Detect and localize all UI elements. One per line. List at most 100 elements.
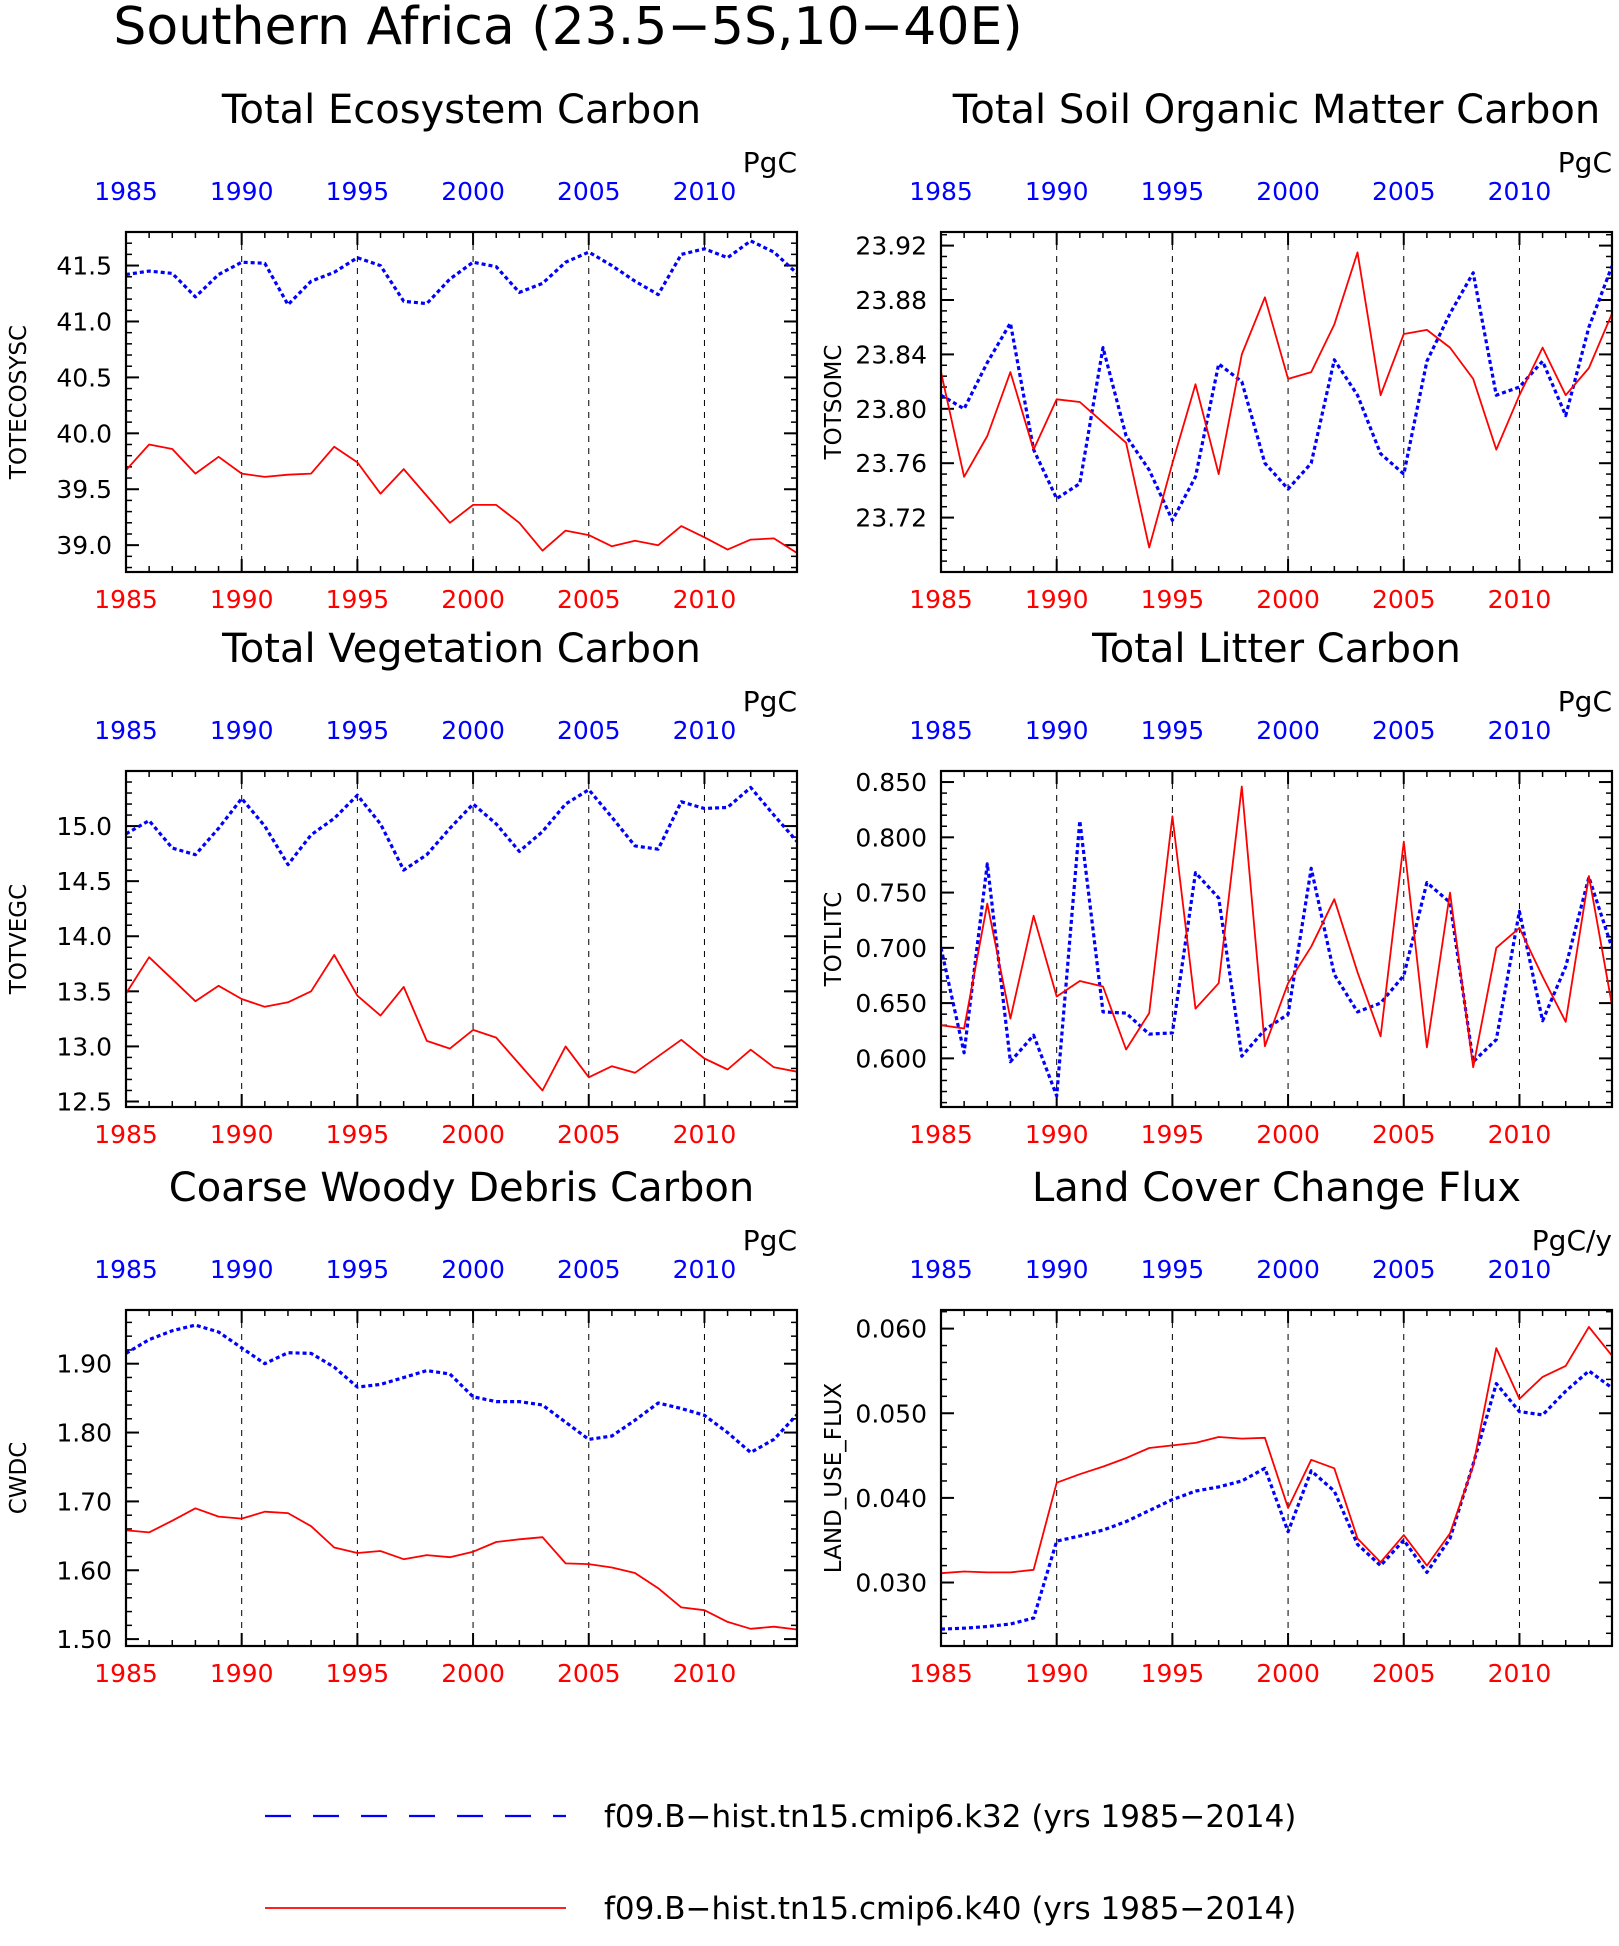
panel-3: Total Vegetation Carbon PgC TOTVEGC 1985 198…: [6, 626, 799, 1149]
units-label: PgC: [1558, 146, 1612, 179]
y-tick-label: 0.040: [855, 1484, 927, 1513]
x-tick-label-top: 2000: [1256, 1255, 1320, 1284]
x-tick-label-bottom: 1995: [326, 585, 390, 614]
series-line-k32: [941, 819, 1612, 1098]
x-tick-label-bottom: 2000: [441, 1120, 505, 1149]
y-tick-label: 14.0: [56, 922, 112, 951]
panel-title: Total Soil Organic Matter Carbon: [952, 87, 1601, 133]
panel-title: Coarse Woody Debris Carbon: [169, 1165, 754, 1211]
legend-label: f09.B−hist.tn15.cmip6.k40 (yrs 1985−2014…: [604, 1891, 1296, 1927]
x-tick-label-top: 2010: [1488, 1255, 1552, 1284]
y-tick-label: 1.70: [56, 1487, 112, 1516]
x-tick-label-top: 2000: [441, 1255, 505, 1284]
x-tick-label-bottom: 2010: [673, 585, 737, 614]
y-axis-label: TOTVEGC: [6, 884, 32, 995]
x-tick-label-bottom: 2000: [1256, 1120, 1320, 1149]
y-axis-label: TOTECOSYSC: [6, 325, 32, 480]
x-tick-label-top: 1985: [94, 1255, 158, 1284]
series-line-k32: [941, 1369, 1612, 1631]
x-tick-label-bottom: 1990: [210, 1659, 274, 1688]
panel-title: Total Litter Carbon: [1091, 626, 1461, 672]
x-tick-label-top: 1995: [1141, 177, 1205, 206]
x-tick-label-top: 1990: [210, 1255, 274, 1284]
x-tick-label-top: 1990: [210, 177, 274, 206]
x-tick-label-bottom: 1985: [909, 1120, 973, 1149]
legend-label: f09.B−hist.tn15.cmip6.k32 (yrs 1985−2014…: [604, 1799, 1296, 1835]
y-tick-label: 39.0: [56, 531, 112, 560]
panel-6: Land Cover Change Flux PgC/y LAND_USE_FLUX…: [821, 1165, 1614, 1688]
y-tick-label: 1.60: [56, 1556, 112, 1585]
y-tick-label: 0.850: [855, 768, 927, 797]
series-line-k40: [941, 1326, 1612, 1575]
y-tick-label: 23.80: [855, 395, 927, 424]
series-line-k32: [126, 239, 797, 307]
units-label: PgC: [1558, 685, 1612, 718]
x-tick-label-top: 1995: [326, 177, 390, 206]
x-tick-label-bottom: 1990: [1025, 585, 1089, 614]
x-tick-label-bottom: 1995: [326, 1120, 390, 1149]
x-tick-label-bottom: 2005: [557, 1659, 621, 1688]
y-tick-label: 41.5: [56, 252, 112, 281]
y-tick-label: 0.650: [855, 989, 927, 1018]
x-tick-label-top: 2005: [557, 716, 621, 745]
x-tick-label-top: 2010: [673, 716, 737, 745]
x-tick-label-bottom: 2000: [1256, 1659, 1320, 1688]
x-tick-label-bottom: 2005: [557, 1120, 621, 1149]
x-tick-label-top: 1985: [94, 177, 158, 206]
x-tick-label-bottom: 2000: [441, 1659, 505, 1688]
y-tick-label: 40.0: [56, 419, 112, 448]
x-tick-label-top: 2010: [673, 1255, 737, 1284]
y-tick-label: 23.76: [855, 449, 927, 478]
plot-frame: [124, 230, 799, 574]
panel-title: Land Cover Change Flux: [1032, 1165, 1521, 1211]
series-line-k40: [941, 785, 1612, 1069]
x-tick-label-top: 1990: [210, 716, 274, 745]
x-tick-label-bottom: 2010: [1488, 1120, 1552, 1149]
x-tick-label-top: 1995: [326, 1255, 390, 1284]
x-tick-label-bottom: 1985: [94, 1120, 158, 1149]
x-tick-label-bottom: 2010: [1488, 585, 1552, 614]
y-tick-label: 13.5: [56, 977, 112, 1006]
y-tick-label: 15.0: [56, 812, 112, 841]
x-tick-label-bottom: 2010: [673, 1659, 737, 1688]
panels: Total Ecosystem Carbon PgC TOTECOSYSC 1985 1…: [6, 87, 1614, 1688]
x-tick-label-bottom: 1995: [326, 1659, 390, 1688]
x-tick-label-top: 1995: [1141, 1255, 1205, 1284]
series-line-k40: [126, 954, 797, 1092]
x-tick-label-bottom: 1990: [1025, 1120, 1089, 1149]
x-tick-label-bottom: 2005: [1372, 585, 1436, 614]
units-label: PgC/y: [1532, 1224, 1612, 1257]
x-tick-label-top: 1995: [1141, 716, 1205, 745]
plot-frame: [939, 769, 1614, 1109]
y-tick-label: 0.050: [855, 1399, 927, 1428]
y-tick-label: 0.800: [855, 823, 927, 852]
panel-title: Total Ecosystem Carbon: [221, 87, 701, 133]
x-tick-label-top: 2000: [441, 177, 505, 206]
x-tick-label-bottom: 1990: [210, 1120, 274, 1149]
x-tick-label-bottom: 2000: [441, 585, 505, 614]
panel-1: Total Ecosystem Carbon PgC TOTECOSYSC 1985 1…: [6, 87, 799, 614]
series-line-k40: [941, 251, 1612, 549]
x-tick-label-top: 2000: [1256, 177, 1320, 206]
x-tick-label-bottom: 1990: [1025, 1659, 1089, 1688]
x-tick-label-bottom: 1995: [1141, 1120, 1205, 1149]
x-tick-label-bottom: 2005: [1372, 1659, 1436, 1688]
x-tick-label-top: 2000: [1256, 716, 1320, 745]
x-tick-label-top: 2005: [1372, 177, 1436, 206]
x-tick-label-bottom: 1985: [94, 585, 158, 614]
y-tick-label: 40.5: [56, 363, 112, 392]
x-tick-label-top: 1985: [94, 716, 158, 745]
y-tick-label: 23.84: [855, 340, 927, 369]
y-tick-label: 23.72: [855, 504, 927, 533]
x-tick-label-top: 2005: [557, 1255, 621, 1284]
figure-title: Southern Africa (23.5−5S,10−40E): [113, 0, 1022, 57]
plot-frame: [939, 230, 1614, 574]
y-tick-label: 1.90: [56, 1350, 112, 1379]
y-tick-label: 1.80: [56, 1419, 112, 1448]
x-tick-label-top: 2010: [1488, 716, 1552, 745]
x-tick-label-bottom: 1995: [1141, 1659, 1205, 1688]
panel-2: Total Soil Organic Matter Carbon PgC TOTSO…: [821, 87, 1614, 614]
series-line-k32: [126, 1323, 797, 1455]
series-line-k40: [126, 443, 797, 554]
